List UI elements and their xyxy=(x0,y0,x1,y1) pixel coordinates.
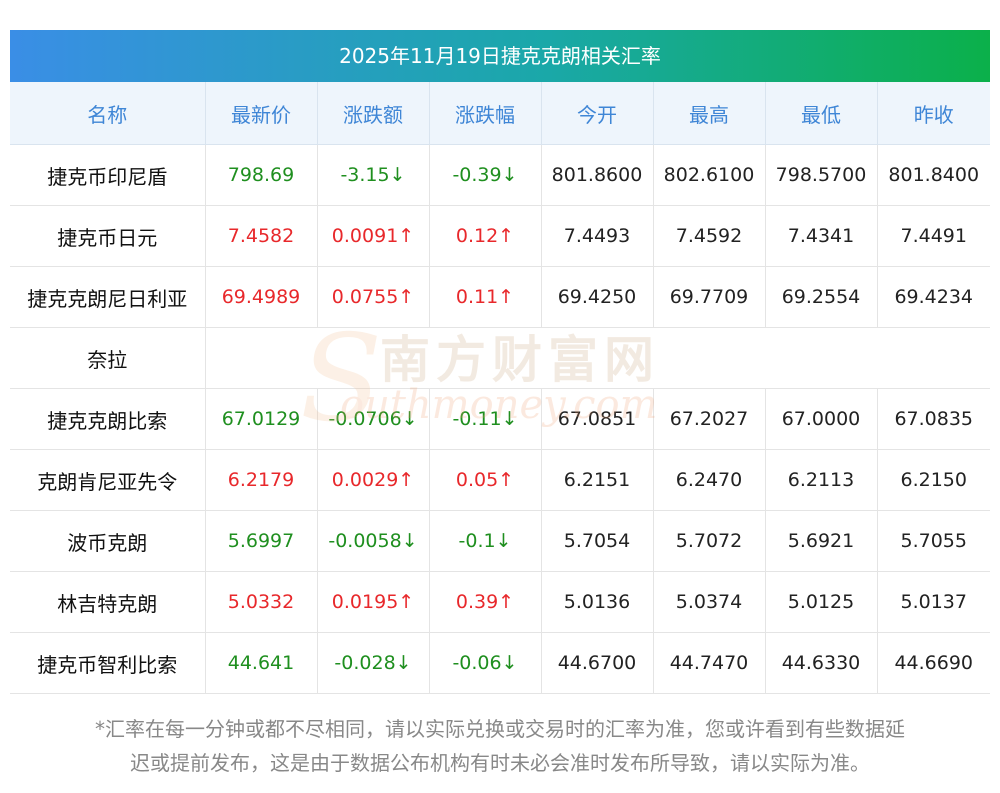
col-header-prev: 昨收 xyxy=(877,82,990,145)
cell-prev: 67.0835 xyxy=(877,388,990,450)
cell-name: 林吉特克朗 xyxy=(10,571,206,633)
col-header-open: 今开 xyxy=(541,82,654,145)
cell-low: 6.2113 xyxy=(765,449,878,511)
cell-name: 捷克克朗比索 xyxy=(10,388,206,450)
cell-prev: 5.7055 xyxy=(877,510,990,572)
cell-low: 5.6921 xyxy=(765,510,878,572)
cell-prev: 44.6690 xyxy=(877,632,990,694)
table-row-continuation: 奈拉 xyxy=(10,327,990,389)
table-row: 捷克克朗尼日利亚 69.4989 0.0755↑ 0.11↑ 69.4250 6… xyxy=(10,266,990,328)
disclaimer-line-1: *汇率在每一分钟或都不尽相同，请以实际兑换或交易时的汇率为准，您或许看到有些数据… xyxy=(95,717,905,741)
col-header-low: 最低 xyxy=(765,82,878,145)
disclaimer-line-2: 迟或提前发布，这是由于数据公布机构有时未必会准时发布所导致，请以实际为准。 xyxy=(130,751,870,775)
cell-open: 67.0851 xyxy=(541,388,654,450)
col-header-change: 涨跌额 xyxy=(317,82,430,145)
cell-pct: 0.05↑ xyxy=(429,449,542,511)
cell-latest: 69.4989 xyxy=(205,266,318,328)
cell-pct: -0.06↓ xyxy=(429,632,542,694)
cell-pct: 0.39↑ xyxy=(429,571,542,633)
table-row: 捷克币智利比索 44.641 -0.028↓ -0.06↓ 44.6700 44… xyxy=(10,632,990,694)
cell-change: 0.0195↑ xyxy=(317,571,430,633)
cell-pct: 0.12↑ xyxy=(429,205,542,267)
table-row: 捷克克朗比索 67.0129 -0.0706↓ -0.11↓ 67.0851 6… xyxy=(10,388,990,450)
rate-table: 名称 最新价 涨跌额 涨跌幅 今开 最高 最低 昨收 捷克币印尼盾 798.69… xyxy=(10,82,990,694)
cell-change: -0.0706↓ xyxy=(317,388,430,450)
cell-latest: 7.4582 xyxy=(205,205,318,267)
cell-latest: 44.641 xyxy=(205,632,318,694)
cell-change: 0.0755↑ xyxy=(317,266,430,328)
cell-name: 捷克币日元 xyxy=(10,205,206,267)
cell-open: 69.4250 xyxy=(541,266,654,328)
rate-panel: 2025年11月19日捷克克朗相关汇率 名称 最新价 涨跌额 涨跌幅 今开 最高… xyxy=(10,30,990,694)
cell-latest: 67.0129 xyxy=(205,388,318,450)
cell-name: 捷克币智利比索 xyxy=(10,632,206,694)
cell-prev: 7.4491 xyxy=(877,205,990,267)
disclaimer-note: *汇率在每一分钟或都不尽相同，请以实际兑换或交易时的汇率为准，您或许看到有些数据… xyxy=(0,712,1000,780)
cell-name: 捷克币印尼盾 xyxy=(10,144,206,206)
cell-prev: 6.2150 xyxy=(877,449,990,511)
cell-latest: 5.6997 xyxy=(205,510,318,572)
cell-low: 69.2554 xyxy=(765,266,878,328)
cell-high: 5.7072 xyxy=(653,510,766,572)
cell-name-continuation: 奈拉 xyxy=(10,327,206,389)
cell-high: 5.0374 xyxy=(653,571,766,633)
cell-change: -3.15↓ xyxy=(317,144,430,206)
cell-high: 67.2027 xyxy=(653,388,766,450)
cell-high: 69.7709 xyxy=(653,266,766,328)
table-row: 林吉特克朗 5.0332 0.0195↑ 0.39↑ 5.0136 5.0374… xyxy=(10,571,990,633)
cell-pct: 0.11↑ xyxy=(429,266,542,328)
cell-open: 801.8600 xyxy=(541,144,654,206)
col-header-latest: 最新价 xyxy=(205,82,318,145)
cell-open: 6.2151 xyxy=(541,449,654,511)
table-header-row: 名称 最新价 涨跌额 涨跌幅 今开 最高 最低 昨收 xyxy=(10,82,990,145)
table-row: 波币克朗 5.6997 -0.0058↓ -0.1↓ 5.7054 5.7072… xyxy=(10,510,990,572)
cell-low: 7.4341 xyxy=(765,205,878,267)
cell-pct: -0.39↓ xyxy=(429,144,542,206)
cell-prev: 69.4234 xyxy=(877,266,990,328)
col-header-pct: 涨跌幅 xyxy=(429,82,542,145)
cell-high: 7.4592 xyxy=(653,205,766,267)
col-header-high: 最高 xyxy=(653,82,766,145)
page-title: 2025年11月19日捷克克朗相关汇率 xyxy=(10,30,990,82)
cell-latest: 5.0332 xyxy=(205,571,318,633)
cell-high: 6.2470 xyxy=(653,449,766,511)
cell-high: 44.7470 xyxy=(653,632,766,694)
cell-prev: 801.8400 xyxy=(877,144,990,206)
cell-open: 44.6700 xyxy=(541,632,654,694)
cell-low: 44.6330 xyxy=(765,632,878,694)
col-header-name: 名称 xyxy=(10,82,206,145)
cell-low: 67.0000 xyxy=(765,388,878,450)
cell-change: 0.0029↑ xyxy=(317,449,430,511)
cell-change: -0.0058↓ xyxy=(317,510,430,572)
cell-low: 5.0125 xyxy=(765,571,878,633)
table-row: 捷克币印尼盾 798.69 -3.15↓ -0.39↓ 801.8600 802… xyxy=(10,144,990,206)
cell-name: 克朗肯尼亚先令 xyxy=(10,449,206,511)
cell-open: 5.7054 xyxy=(541,510,654,572)
cell-latest: 6.2179 xyxy=(205,449,318,511)
cell-empty xyxy=(205,327,990,389)
cell-open: 7.4493 xyxy=(541,205,654,267)
table-row: 捷克币日元 7.4582 0.0091↑ 0.12↑ 7.4493 7.4592… xyxy=(10,205,990,267)
table-row: 克朗肯尼亚先令 6.2179 0.0029↑ 0.05↑ 6.2151 6.24… xyxy=(10,449,990,511)
cell-open: 5.0136 xyxy=(541,571,654,633)
cell-low: 798.5700 xyxy=(765,144,878,206)
cell-name: 波币克朗 xyxy=(10,510,206,572)
cell-high: 802.6100 xyxy=(653,144,766,206)
cell-pct: -0.11↓ xyxy=(429,388,542,450)
cell-name: 捷克克朗尼日利亚 xyxy=(10,266,206,328)
cell-latest: 798.69 xyxy=(205,144,318,206)
cell-change: -0.028↓ xyxy=(317,632,430,694)
cell-pct: -0.1↓ xyxy=(429,510,542,572)
cell-prev: 5.0137 xyxy=(877,571,990,633)
cell-change: 0.0091↑ xyxy=(317,205,430,267)
